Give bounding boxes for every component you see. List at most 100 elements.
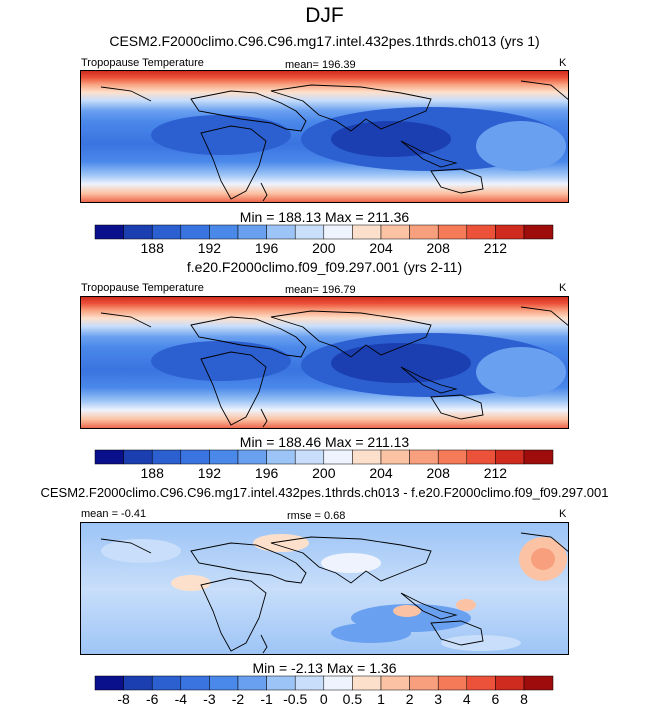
panel-3-cbar-swatch-5 xyxy=(209,675,239,691)
panel-1-cbar-swatch-8 xyxy=(294,224,325,240)
panel-3-cbar-swatch-14 xyxy=(466,675,496,691)
panel-2-cbar-tick: 212 xyxy=(483,465,508,481)
panel-2-map xyxy=(80,296,569,429)
panel-3-cbar-swatch-3 xyxy=(151,675,182,691)
panel-2-cbar-swatch-5 xyxy=(209,449,239,465)
panel-2-mean-label: mean= 196.79 xyxy=(285,284,356,296)
panel-3-colorbar-ticks: -8 -6 -4 -3 -2 -1 -0.5 0 0.5 1 2 3 4 6 8 xyxy=(95,691,553,707)
panel-3-colorbar xyxy=(94,675,554,691)
panel-2-cbar-swatch-14 xyxy=(466,449,496,465)
panel-2-cold-pool-africa xyxy=(151,341,291,381)
panel-2-cold-core xyxy=(331,343,471,383)
panel-3-warm-core xyxy=(531,548,555,570)
panel-3-rmse-label: rmse = 0.68 xyxy=(287,510,346,522)
panel-3-cbar-swatch-6 xyxy=(237,675,267,691)
panel-3-minmax: Min = -2.13 Max = 1.36 xyxy=(252,660,397,676)
panel-3-cbar-swatch-1 xyxy=(94,675,124,691)
panel-2-pacific-warmer xyxy=(476,347,566,397)
panel-1-cbar-tick: 196 xyxy=(254,240,279,256)
panel-3-cbar-tick: -6 xyxy=(145,691,159,707)
panel-1-cbar-swatch-4 xyxy=(180,224,210,240)
panel-1-variable-label: Tropopause Temperature xyxy=(81,57,204,69)
panel-2-cbar-swatch-3 xyxy=(151,449,182,465)
panel-3-warm-patch xyxy=(171,575,211,591)
panel-3-warm-patch xyxy=(253,534,309,552)
panel-2-cbar-swatch-12 xyxy=(409,449,439,465)
panel-2-cbar-swatch-8 xyxy=(294,449,325,465)
panel-3-cool-band xyxy=(331,623,411,643)
panel-1-unit-label: K xyxy=(559,57,567,69)
panel-2-cbar-tick: 188 xyxy=(140,465,164,481)
panel-3-cbar-tick: 6 xyxy=(491,691,500,707)
panel-1-colorbar xyxy=(94,224,554,240)
panel-1-minmax: Min = 188.13 Max = 211.36 xyxy=(239,209,410,225)
panel-3-cbar-tick: 1 xyxy=(377,691,385,707)
panel-3-patch xyxy=(321,553,381,573)
panel-1-cbar-swatch-3 xyxy=(151,224,182,240)
panel-1-cbar-tick: 192 xyxy=(197,240,222,256)
panel-2-unit-label: K xyxy=(559,282,567,294)
panel-1-cbar-swatch-11 xyxy=(380,224,410,240)
panel-3-cbar-swatch-15 xyxy=(495,675,525,691)
panel-1-cbar-swatch-9 xyxy=(323,224,353,240)
panel-2-cbar-tick: 208 xyxy=(426,465,450,481)
panel-2-cbar-swatch-16 xyxy=(523,449,554,465)
panel-3-cbar-swatch-12 xyxy=(409,675,439,691)
panel-3-cbar-tick: -8 xyxy=(117,691,130,707)
panel-3-cbar-tick: 3 xyxy=(434,691,443,707)
panel-3-cbar-swatch-9 xyxy=(323,675,353,691)
panel-2-cbar-swatch-6 xyxy=(237,449,267,465)
panel-2-colorbar-ticks: 188 192 196 200 204 208 212 xyxy=(95,465,553,481)
panel-1-map xyxy=(80,70,569,203)
panel-3-coastlines xyxy=(100,532,568,654)
panel-3-cbar-swatch-4 xyxy=(180,675,210,691)
panel-1-cbar-swatch-14 xyxy=(466,224,496,240)
panel-3-patch xyxy=(441,635,521,651)
panel-3-cbar-tick: -1 xyxy=(260,691,273,707)
panel-2-cbar-swatch-15 xyxy=(495,449,525,465)
panel-1-cbar-swatch-6 xyxy=(237,224,267,240)
panel-1-cbar-swatch-2 xyxy=(123,224,153,240)
panel-3-cbar-swatch-11 xyxy=(380,675,410,691)
panel-1-cbar-swatch-13 xyxy=(437,224,468,240)
panel-3-cbar-swatch-10 xyxy=(352,675,382,691)
panel-3-cbar-tick: -4 xyxy=(174,691,188,707)
panel-1-cbar-swatch-12 xyxy=(409,224,439,240)
panel-2-cbar-swatch-7 xyxy=(266,449,296,465)
panel-1-cbar-tick: 200 xyxy=(312,240,336,256)
panel-1-cbar-swatch-15 xyxy=(495,224,525,240)
panel-1-cbar-swatch-10 xyxy=(352,224,382,240)
panel-1-cold-pool-africa xyxy=(151,115,291,155)
panel-1-coastlines xyxy=(100,80,568,202)
panel-3-cbar-tick: -3 xyxy=(203,691,216,707)
panel-2-colorbar xyxy=(94,449,554,465)
panel-1-colorbar-svg xyxy=(94,224,554,240)
panel-3-cbar-swatch-13 xyxy=(437,675,468,691)
panel-2-variable-label: Tropopause Temperature xyxy=(81,282,204,294)
panel-1-case-title: CESM2.F2000climo.C96.C96.mg17.intel.432p… xyxy=(109,33,540,49)
panel-1-pacific-warmer xyxy=(476,121,566,171)
panel-3-colorbar-svg xyxy=(94,675,554,691)
panel-1-cbar-swatch-16 xyxy=(523,224,554,240)
panel-3-cbar-tick: -2 xyxy=(231,691,245,707)
panel-2-cbar-tick: 200 xyxy=(312,465,336,481)
panel-2-case-title: f.e20.F2000climo.f09_f09.297.001 (yrs 2-… xyxy=(186,259,463,275)
panel-2-cbar-swatch-10 xyxy=(352,449,382,465)
panel-3-cbar-swatch-2 xyxy=(123,675,153,691)
panel-1-cbar-tick: 188 xyxy=(140,240,164,256)
panel-2-cbar-swatch-4 xyxy=(180,449,210,465)
panel-2-cbar-tick: 196 xyxy=(254,465,279,481)
panel-3-unit-label: K xyxy=(559,508,567,520)
panel-3-patch xyxy=(101,539,181,563)
panel-2-cbar-swatch-11 xyxy=(380,449,410,465)
panel-3-cbar-tick: 0.5 xyxy=(342,691,363,707)
panel-3-cbar-swatch-7 xyxy=(266,675,296,691)
panel-1-cbar-swatch-1 xyxy=(94,224,124,240)
panel-2-cbar-tick: 192 xyxy=(197,465,222,481)
panel-3-cbar-tick: 2 xyxy=(405,691,414,707)
panel-3-map xyxy=(80,522,569,655)
panel-2-cbar-swatch-9 xyxy=(323,449,353,465)
panel-1-cold-core xyxy=(331,121,451,157)
panel-2-cbar-tick: 204 xyxy=(369,465,393,481)
panel-2-minmax: Min = 188.46 Max = 211.13 xyxy=(239,434,410,450)
